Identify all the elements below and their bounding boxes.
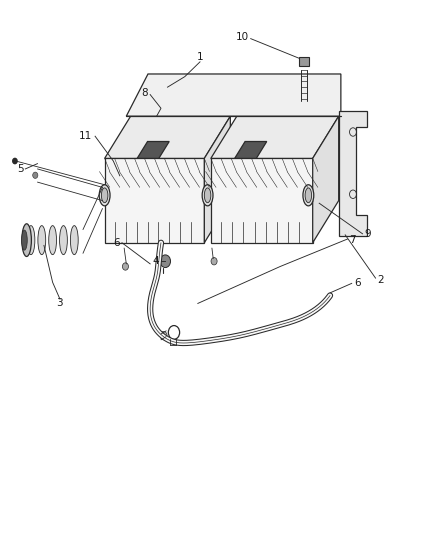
Text: 8: 8 (141, 88, 148, 99)
Polygon shape (126, 74, 340, 116)
Ellipse shape (202, 185, 212, 206)
Polygon shape (104, 158, 204, 243)
Ellipse shape (99, 185, 110, 206)
Polygon shape (210, 116, 338, 158)
Circle shape (160, 255, 170, 268)
Ellipse shape (304, 188, 311, 203)
Text: 6: 6 (353, 278, 360, 288)
Text: 11: 11 (78, 131, 92, 141)
Text: 10: 10 (235, 32, 248, 42)
Text: 6: 6 (113, 238, 120, 248)
Polygon shape (210, 158, 312, 243)
Polygon shape (234, 141, 266, 158)
Ellipse shape (70, 225, 78, 255)
Ellipse shape (38, 225, 46, 255)
Bar (298, 56, 308, 66)
Text: 4: 4 (152, 256, 159, 266)
Ellipse shape (49, 225, 57, 255)
Text: 2: 2 (377, 274, 383, 285)
Circle shape (211, 257, 217, 265)
Polygon shape (204, 116, 230, 243)
Ellipse shape (21, 230, 27, 250)
Ellipse shape (27, 225, 35, 255)
Polygon shape (104, 116, 230, 158)
Ellipse shape (204, 188, 210, 203)
Circle shape (160, 332, 167, 340)
Ellipse shape (101, 188, 108, 203)
Polygon shape (137, 141, 169, 158)
Polygon shape (338, 111, 366, 237)
Circle shape (122, 263, 128, 270)
Text: 9: 9 (364, 229, 371, 239)
Text: 5: 5 (17, 164, 24, 174)
Circle shape (32, 172, 38, 179)
Ellipse shape (302, 185, 313, 206)
Text: 3: 3 (56, 298, 62, 309)
Polygon shape (312, 116, 338, 243)
Ellipse shape (60, 225, 67, 255)
Ellipse shape (22, 224, 31, 256)
Text: 1: 1 (196, 52, 203, 62)
Text: 7: 7 (349, 235, 355, 245)
Circle shape (13, 158, 17, 164)
